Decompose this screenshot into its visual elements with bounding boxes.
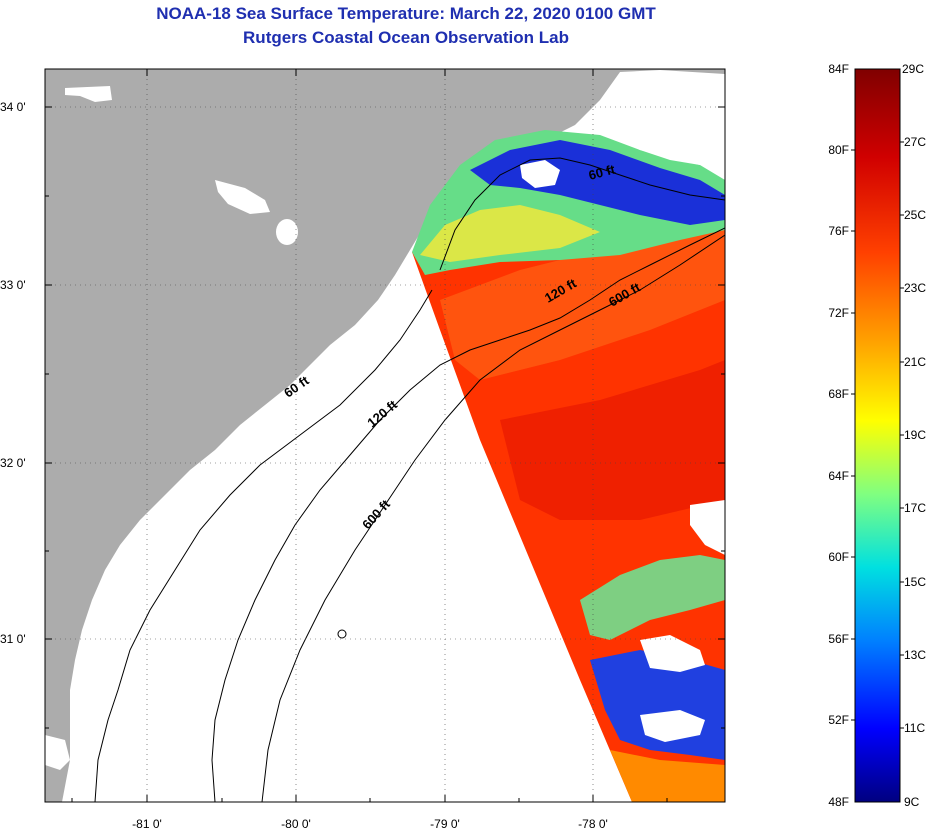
colorbar-f-label: 68F [828, 387, 849, 401]
colorbar-c-label: 9C [904, 795, 920, 809]
sst-green-south [580, 555, 725, 640]
colorbar-c-label: 13C [904, 648, 926, 662]
map-frame [44, 68, 726, 803]
axis-ticks [45, 69, 725, 802]
cloud-patch [45, 735, 70, 770]
graticule [45, 69, 725, 802]
colorbar-f-label: 60F [828, 550, 849, 564]
cloud-patch [690, 500, 725, 555]
colorbar-c-label: 17C [904, 501, 926, 515]
sst-cold-water [470, 140, 725, 225]
contour-label-60ft-north: 60 ft [587, 161, 617, 183]
cloud-patch [215, 180, 270, 214]
colorbar-f-label: 48F [828, 795, 849, 809]
map-title: NOAA-18 Sea Surface Temperature: March 2… [156, 4, 656, 23]
colorbar-f-label: 64F [828, 469, 849, 483]
colorbar-f-label: 52F [828, 713, 849, 727]
colorbar-c-label: 21C [904, 355, 926, 369]
cloud-patch [276, 219, 298, 245]
isobath-60ft [94, 289, 433, 802]
colorbar-c-label: 25C [904, 208, 926, 222]
colorbar-c-label: 19C [904, 428, 926, 442]
lon-label: -78 0' [578, 817, 608, 831]
cloud-patch [640, 635, 705, 672]
colorbar-f-label: 72F [828, 306, 849, 320]
colorbar-c-label: 29C [902, 62, 924, 76]
cloud-patch [600, 95, 725, 165]
colorbar-c-label: 15C [904, 575, 926, 589]
isobath-600ft [261, 234, 725, 802]
colorbar [854, 68, 901, 803]
sst-hot-core [500, 360, 725, 520]
sst-yellow-band [420, 205, 600, 262]
lon-label: -79 0' [430, 817, 460, 831]
lat-label: 31 0' [0, 632, 26, 646]
colorbar-f-label: 56F [828, 632, 849, 646]
sst-orange-south [610, 750, 725, 802]
colorbar-f-label: 84F [828, 62, 849, 76]
colorbar-ticks [851, 141, 904, 729]
isobath-north-60ft [439, 157, 725, 271]
land-mass [45, 69, 725, 802]
colorbar-c-label: 27C [904, 135, 926, 149]
lat-label: 32 0' [0, 456, 26, 470]
cloud-patch [520, 160, 560, 188]
lat-label: 34 0' [0, 100, 26, 114]
seamount-contour [337, 629, 347, 639]
map-subtitle: Rutgers Coastal Ocean Observation Lab [243, 28, 569, 47]
colorbar-c-label: 23C [904, 281, 926, 295]
colorbar-f-label: 76F [828, 224, 849, 238]
lon-label: -80 0' [281, 817, 311, 831]
colorbar-c-label: 11C [904, 721, 925, 735]
lat-label: 33 0' [0, 278, 26, 292]
cloud-patch [640, 710, 705, 742]
lon-label: -81 0' [132, 817, 162, 831]
map-area [45, 69, 725, 802]
isobath-120ft [211, 227, 725, 802]
cloud-patch [65, 86, 112, 102]
colorbar-f-label: 80F [828, 143, 849, 157]
